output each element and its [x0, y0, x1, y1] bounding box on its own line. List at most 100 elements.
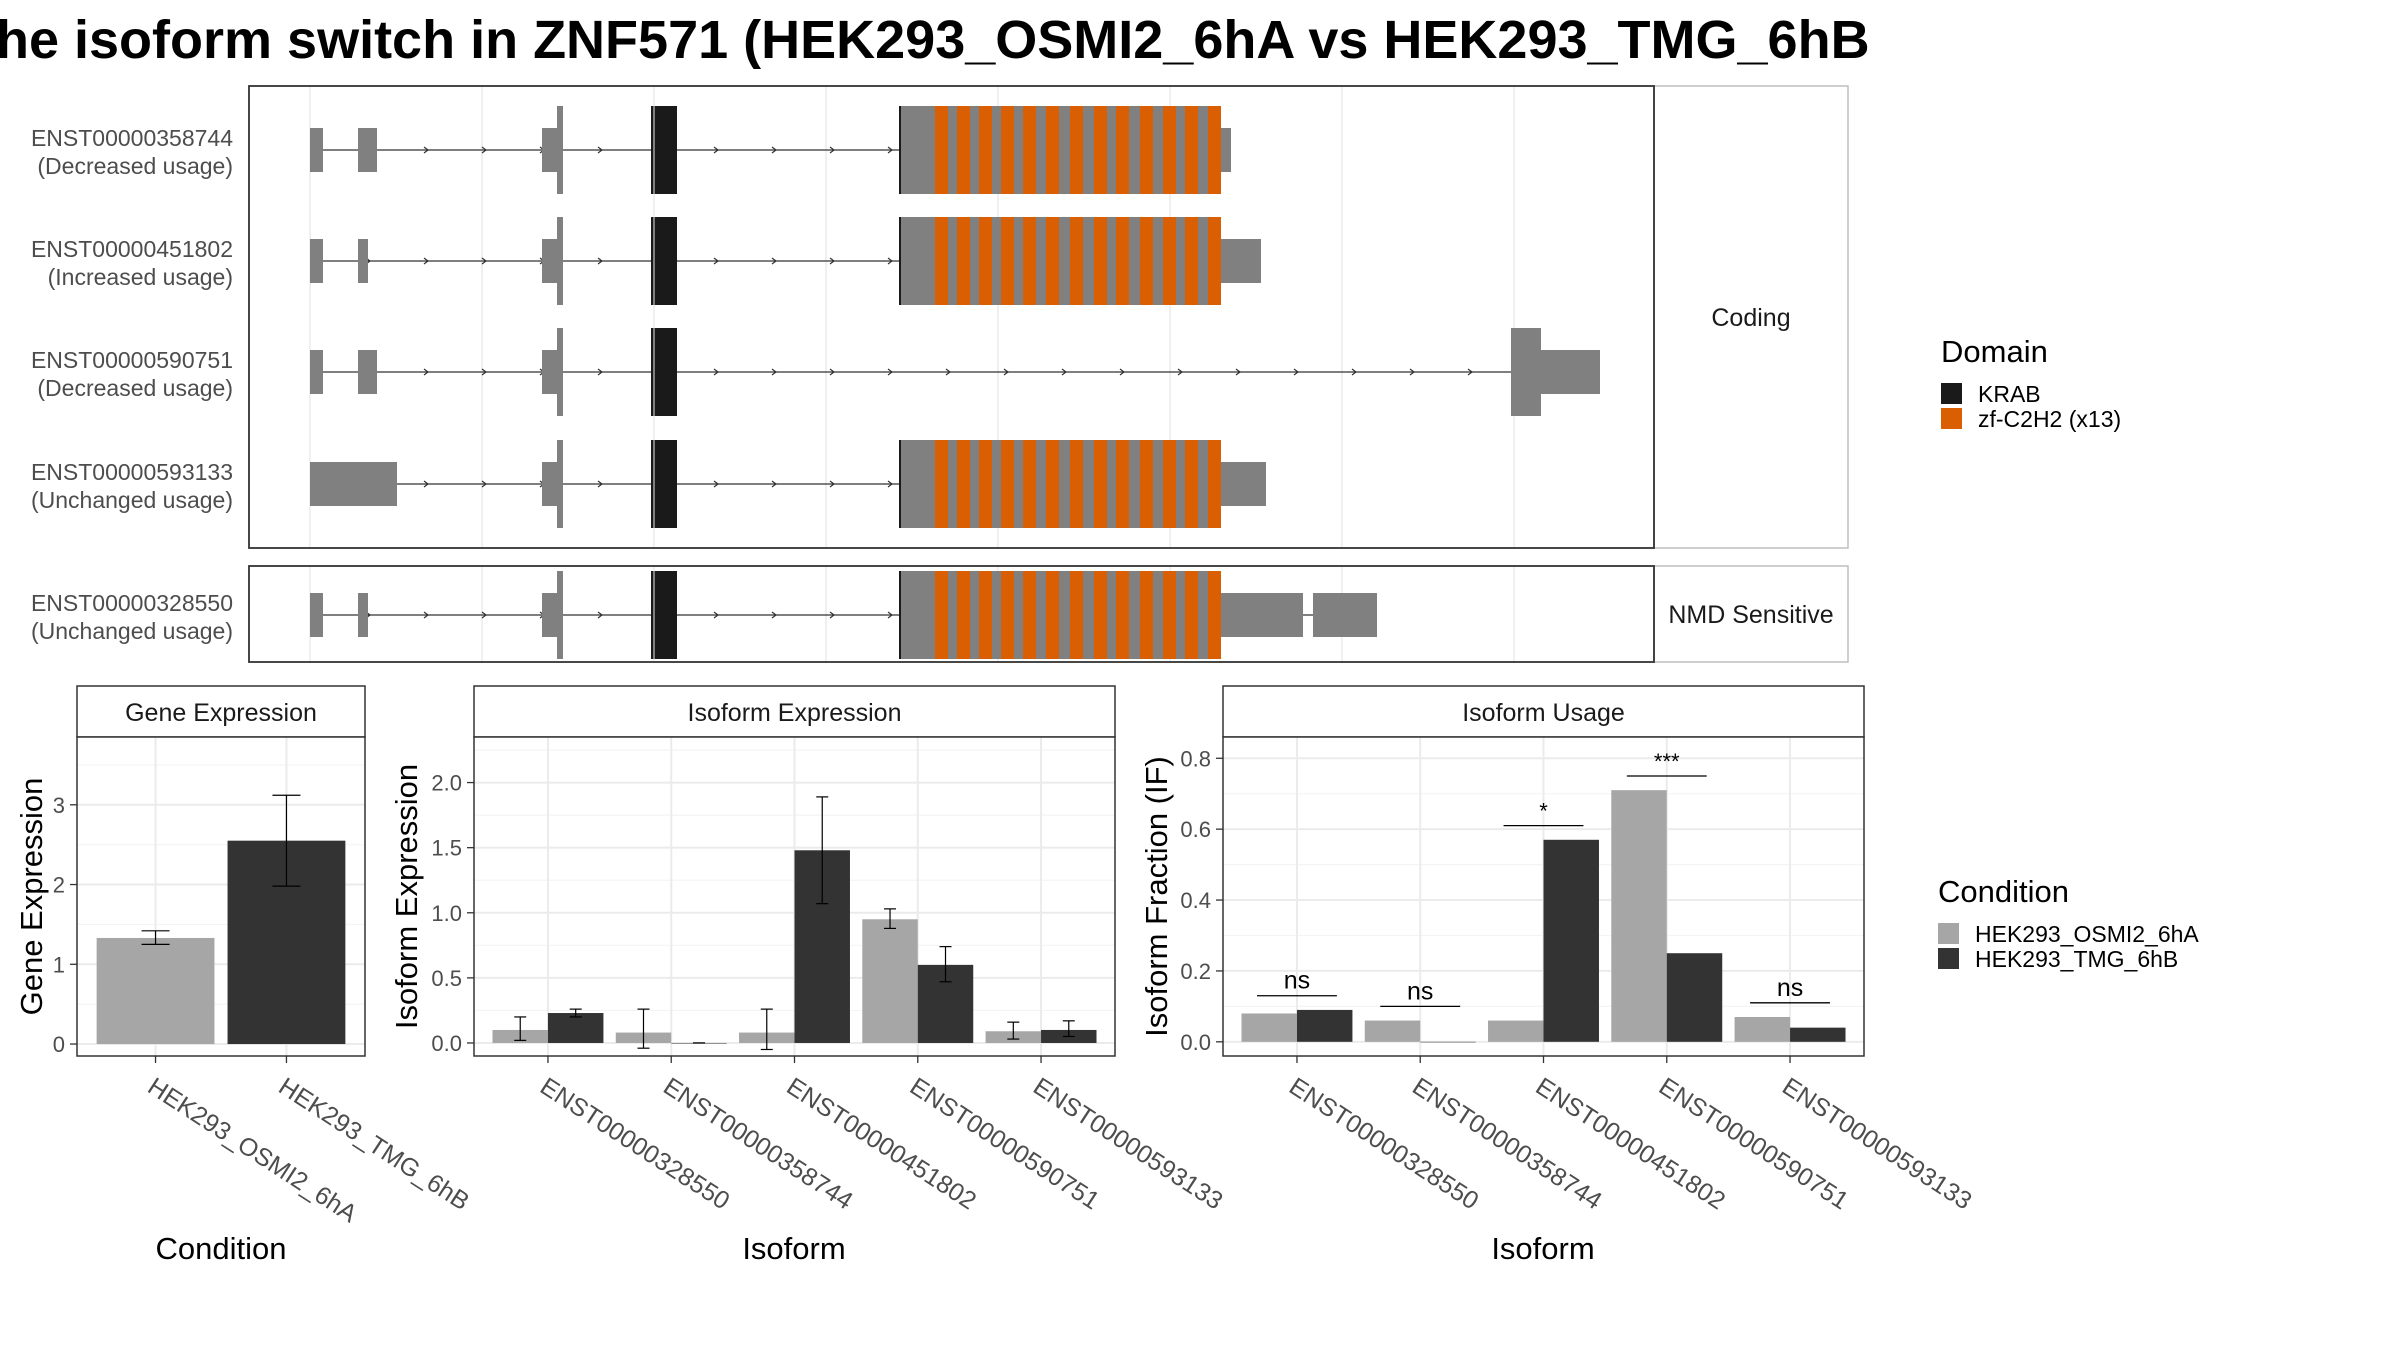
domain-legend-key — [1941, 383, 1962, 404]
significance-label: ns — [1407, 977, 1433, 1005]
x-axis-label: Condition — [156, 1231, 287, 1266]
x-axis-label: Isoform — [1491, 1231, 1594, 1266]
intron-arrow — [829, 480, 835, 488]
intron-arrow — [597, 480, 603, 488]
facet-strip — [1653, 85, 1849, 549]
exon-block — [358, 593, 368, 637]
transcript-usage-label: (Unchanged usage) — [31, 618, 233, 644]
transcript-id-label: ENST00000451802 — [31, 236, 233, 262]
zf-c2h2-domain — [1046, 440, 1059, 528]
zf-c2h2-domain — [1140, 440, 1153, 528]
bar — [1488, 1020, 1544, 1042]
bar — [547, 1013, 604, 1043]
exon-block — [1541, 350, 1600, 394]
panel-strip-title: Gene Expression — [125, 699, 317, 727]
zf-c2h2-domain — [1208, 571, 1221, 659]
intron-arrow — [713, 480, 719, 488]
intron-arrow — [771, 480, 777, 488]
intron-arrow — [829, 368, 835, 376]
transcript-row: ENST00000590751(Decreased usage) — [31, 328, 1600, 416]
y-tick-label: 0.8 — [1180, 746, 1211, 771]
exon-block — [1221, 239, 1261, 283]
zf-c2h2-domain — [1185, 440, 1198, 528]
bar — [1364, 1020, 1421, 1042]
panel-strip — [1222, 685, 1865, 738]
chart-panel-2: Isoform Expression0.00.51.01.52.0ENST000… — [389, 685, 1228, 1266]
bar — [1734, 1017, 1791, 1042]
zf-c2h2-domain — [1116, 440, 1129, 528]
krab-domain — [655, 571, 677, 659]
y-tick-label: 0 — [53, 1032, 65, 1057]
facet-strip-label: NMD Sensitive — [1668, 601, 1833, 629]
panel-strip — [76, 685, 366, 738]
transcript-id-label: ENST00000328550 — [31, 590, 233, 616]
intron-arrow — [481, 368, 487, 376]
bar — [1790, 1027, 1846, 1042]
exon-block — [557, 328, 563, 416]
exon-block — [557, 106, 563, 194]
exon-block — [542, 593, 560, 637]
intron-arrow — [481, 257, 487, 265]
intron-arrow — [829, 257, 835, 265]
condition-legend-label: HEK293_TMG_6hB — [1975, 946, 2178, 972]
zf-c2h2-domain — [1163, 571, 1176, 659]
y-tick-label: 1.5 — [431, 836, 462, 861]
exon-block — [310, 462, 397, 506]
transcript-id-label: ENST00000358744 — [31, 125, 233, 151]
transcript-usage-label: (Decreased usage) — [37, 153, 233, 179]
exon-block — [542, 128, 560, 172]
intron-arrow — [423, 611, 429, 619]
zf-c2h2-domain — [1185, 106, 1198, 194]
zf-c2h2-domain — [1001, 440, 1014, 528]
exon-block — [557, 217, 563, 305]
bar — [1420, 1041, 1476, 1043]
zf-c2h2-domain — [957, 106, 970, 194]
bar — [96, 937, 215, 1045]
intron-arrow — [887, 480, 893, 488]
zf-c2h2-domain — [1070, 440, 1083, 528]
x-tick-label: HEK293_OSMI2_6hA — [143, 1072, 362, 1228]
intron-arrow — [945, 368, 951, 376]
zf-c2h2-domain — [1163, 217, 1176, 305]
y-axis-label: Isoform Expression — [389, 764, 424, 1029]
exon-block — [1221, 593, 1303, 637]
facet-panel-border — [248, 565, 1655, 663]
y-tick-label: 0.4 — [1180, 888, 1211, 913]
intron-arrow — [771, 146, 777, 154]
intron-arrow — [1061, 368, 1067, 376]
zf-c2h2-domain — [1023, 571, 1036, 659]
exon-block — [310, 128, 323, 172]
zf-c2h2-domain — [1001, 106, 1014, 194]
zf-c2h2-domain — [1070, 106, 1083, 194]
intron-arrow — [713, 368, 719, 376]
exon-block — [1221, 462, 1266, 506]
zf-c2h2-domain — [1140, 571, 1153, 659]
intron-arrow — [481, 146, 487, 154]
y-tick-label: 0.5 — [431, 966, 462, 991]
zf-c2h2-domain — [957, 571, 970, 659]
transcript-id-label: ENST00000593133 — [31, 459, 233, 485]
intron-arrow — [829, 611, 835, 619]
y-tick-label: 1 — [53, 952, 65, 977]
bar — [1611, 790, 1667, 1042]
exon-block — [1313, 593, 1377, 637]
bar — [1543, 839, 1599, 1042]
zf-c2h2-domain — [1208, 440, 1221, 528]
y-tick-label: 2.0 — [431, 771, 462, 796]
bar — [1241, 1013, 1297, 1042]
intron-arrow — [1003, 368, 1009, 376]
condition-legend-label: HEK293_OSMI2_6hA — [1975, 921, 2199, 947]
y-tick-label: 1.0 — [431, 901, 462, 926]
zf-c2h2-domain — [1116, 106, 1129, 194]
transcript-row: ENST00000358744(Decreased usage) — [31, 106, 1231, 194]
intron-arrow — [887, 257, 893, 265]
intron-arrow — [1293, 368, 1299, 376]
plot-area-border — [76, 736, 366, 1057]
intron-arrow — [1351, 368, 1357, 376]
x-axis-label: Isoform — [742, 1231, 845, 1266]
zf-c2h2-domain — [979, 571, 992, 659]
zf-c2h2-domain — [1185, 571, 1198, 659]
